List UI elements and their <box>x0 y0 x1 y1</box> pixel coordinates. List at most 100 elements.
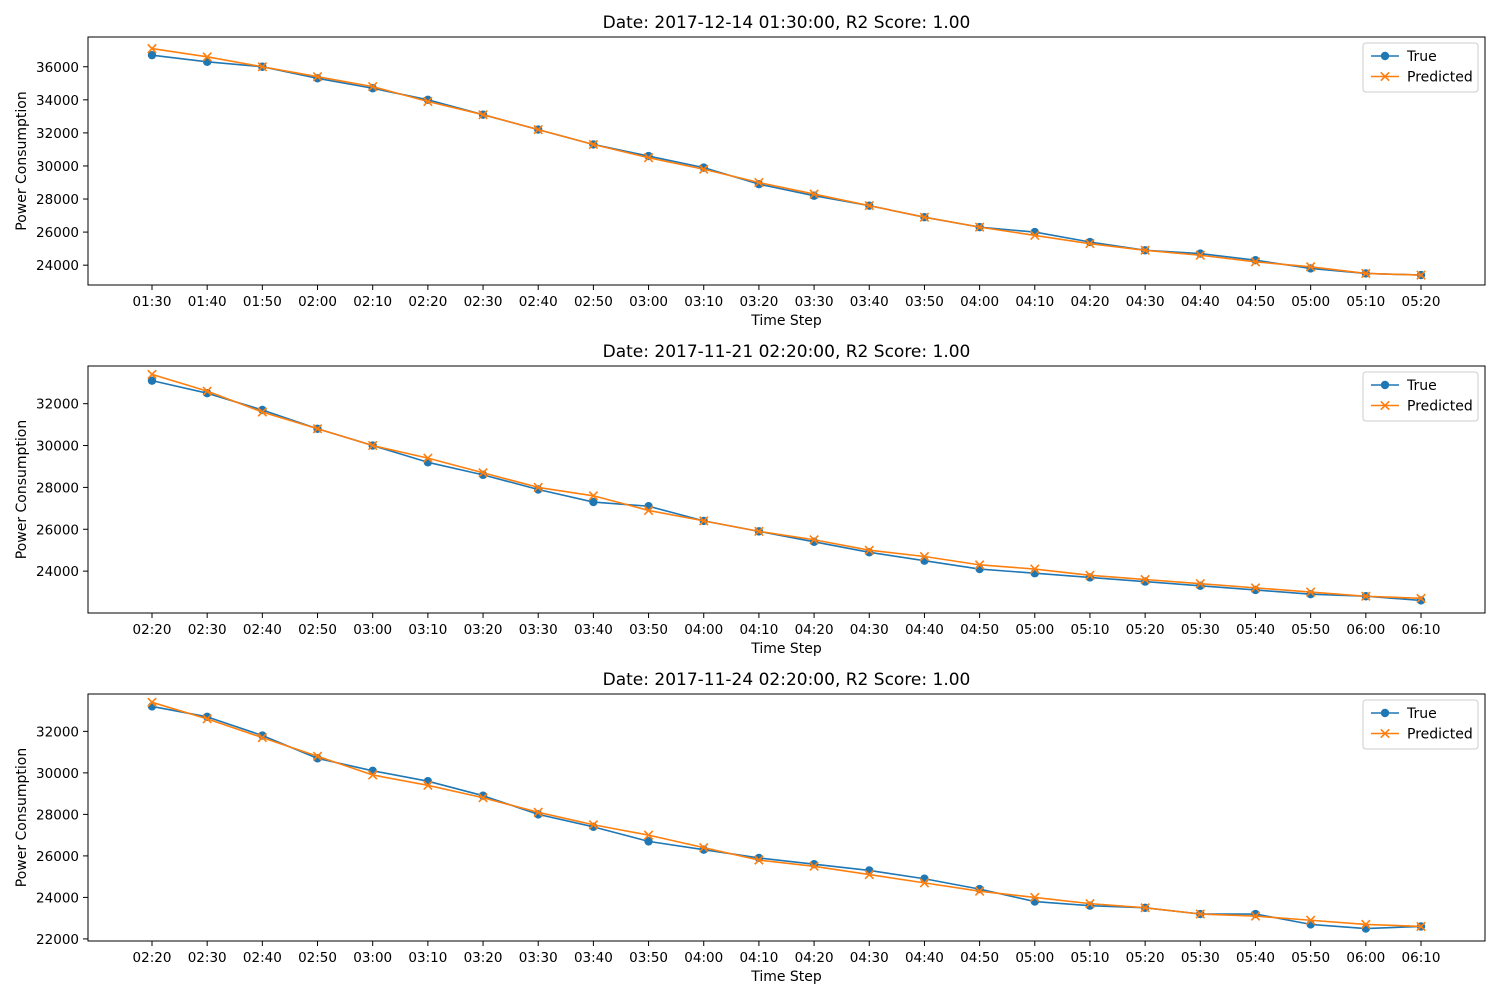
x-tick-label: 02:20 <box>133 622 172 638</box>
legend-marker <box>1380 380 1390 390</box>
data-point <box>478 793 488 803</box>
x-tick-label: 05:40 <box>1236 950 1275 966</box>
x-tick-label: 02:50 <box>298 622 337 638</box>
x-tick-label: 05:30 <box>1181 622 1220 638</box>
x-tick-label: 04:40 <box>905 622 944 638</box>
x-tick-label: 03:50 <box>629 622 668 638</box>
x-tick-label: 03:40 <box>850 294 889 310</box>
legend-marker <box>1380 708 1390 718</box>
data-point <box>1416 593 1426 604</box>
y-axis-label: Power Consumption <box>14 748 30 888</box>
data-point <box>367 770 378 780</box>
y-tick-label: 32000 <box>36 724 79 740</box>
y-tick-label: 36000 <box>36 60 79 76</box>
data-point <box>809 861 819 872</box>
legend-label: Predicted <box>1407 70 1473 86</box>
data-point <box>754 177 764 188</box>
x-tick-label: 01:50 <box>243 294 282 310</box>
data-point <box>643 152 654 163</box>
data-point <box>864 545 875 555</box>
y-tick-label: 30000 <box>36 439 79 455</box>
series-predicted <box>147 697 1426 932</box>
x-tick-label: 02:30 <box>464 294 503 310</box>
x-tick-label: 05:10 <box>1071 622 1110 638</box>
series-line <box>151 701 1422 928</box>
data-point <box>1030 569 1039 578</box>
data-point <box>1140 245 1150 256</box>
data-point <box>643 505 654 516</box>
data-point <box>588 819 599 830</box>
x-tick-label: 04:00 <box>684 950 723 966</box>
data-point <box>312 751 323 762</box>
data-point <box>974 886 985 896</box>
data-point <box>147 697 157 708</box>
y-tick-label: 24000 <box>36 890 79 906</box>
legend-label: True <box>1406 378 1437 394</box>
x-tick-label: 05:20 <box>1126 950 1165 966</box>
data-point <box>1361 591 1371 602</box>
data-point <box>754 855 764 865</box>
legend-label: Predicted <box>1407 399 1473 415</box>
x-tick-label: 03:20 <box>464 950 503 966</box>
data-point <box>698 842 709 853</box>
data-point <box>1195 578 1206 589</box>
y-tick-label: 24000 <box>36 564 79 580</box>
data-point <box>698 164 709 175</box>
data-point <box>754 526 764 537</box>
data-point <box>147 369 157 380</box>
x-tick-label: 04:50 <box>960 622 999 638</box>
data-point <box>1140 903 1150 913</box>
x-tick-label: 05:40 <box>1236 622 1275 638</box>
data-point <box>1306 264 1315 273</box>
data-point <box>423 453 433 463</box>
y-tick-label: 24000 <box>36 258 79 274</box>
x-tick-label: 03:30 <box>519 950 558 966</box>
data-point <box>589 497 598 507</box>
data-point <box>257 61 268 72</box>
x-tick-label: 04:30 <box>850 622 889 638</box>
data-point <box>533 482 543 493</box>
x-tick-label: 01:30 <box>133 294 172 310</box>
series-line <box>151 379 1422 602</box>
x-tick-label: 05:00 <box>1015 622 1054 638</box>
series-predicted <box>147 369 1426 604</box>
x-tick-label: 03:30 <box>795 294 834 310</box>
x-tick-label: 03:20 <box>464 622 503 638</box>
data-point <box>1085 898 1095 909</box>
series-true <box>147 376 1426 605</box>
data-point <box>312 424 323 434</box>
x-tick-label: 06:00 <box>1346 950 1385 966</box>
data-point <box>919 212 930 222</box>
y-tick-label: 22000 <box>36 932 79 948</box>
y-tick-label: 26000 <box>36 522 79 538</box>
data-point <box>1305 915 1316 926</box>
data-point <box>1250 257 1261 267</box>
legend-label: True <box>1406 49 1437 65</box>
y-tick-label: 34000 <box>36 93 79 109</box>
data-point <box>588 491 599 501</box>
legend: True Predicted <box>1362 699 1479 750</box>
x-tick-label: 02:10 <box>353 294 392 310</box>
x-tick-label: 04:10 <box>1015 294 1054 310</box>
series-line <box>151 47 1422 276</box>
data-point <box>257 407 268 417</box>
x-tick-label: 04:30 <box>1126 294 1165 310</box>
data-point <box>1195 909 1206 919</box>
data-point <box>1251 256 1260 265</box>
x-tick-label: 02:20 <box>408 294 447 310</box>
y-axis-label: Power Consumption <box>14 91 30 231</box>
data-point <box>975 564 984 574</box>
y-tick-label: 28000 <box>36 807 79 823</box>
x-tick-label: 04:10 <box>739 622 778 638</box>
chart-title: Date: 2017-11-24 02:20:00, R2 Score: 1.0… <box>603 670 971 690</box>
data-point <box>367 440 378 451</box>
x-tick-label: 04:40 <box>1181 294 1220 310</box>
x-tick-label: 02:50 <box>574 294 613 310</box>
x-tick-label: 02:40 <box>519 294 558 310</box>
y-tick-label: 30000 <box>36 159 79 175</box>
data-point <box>1085 237 1095 247</box>
x-tick-label: 05:50 <box>1291 950 1330 966</box>
y-tick-label: 32000 <box>36 397 79 413</box>
data-point <box>1140 574 1150 585</box>
x-tick-label: 04:30 <box>850 950 889 966</box>
